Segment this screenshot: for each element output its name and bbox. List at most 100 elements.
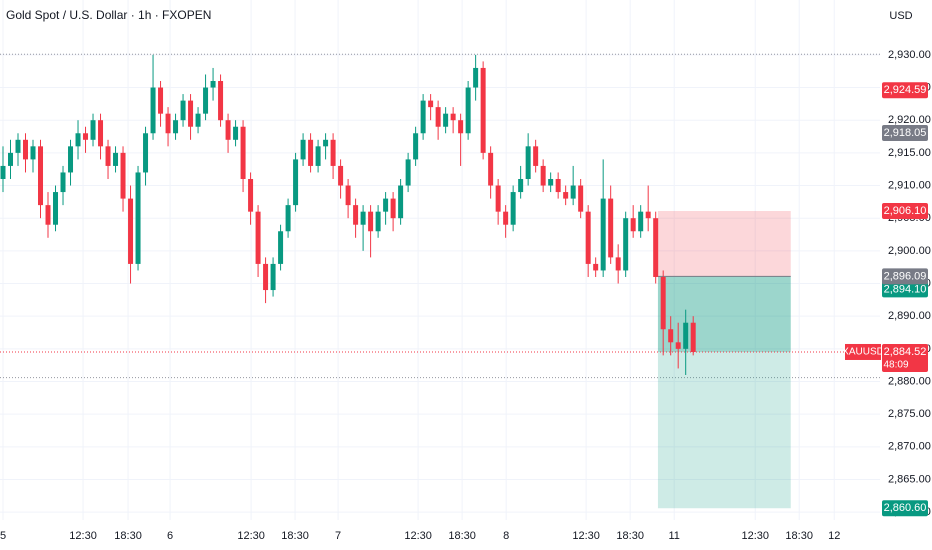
price-label: 2,924.59 <box>884 84 927 96</box>
candle-body <box>585 211 591 264</box>
candle-body <box>555 178 561 193</box>
x-tick-label: 18:30 <box>448 530 476 542</box>
x-tick-label: 12:30 <box>572 530 600 542</box>
candle-body <box>113 152 119 166</box>
y-tick-label: 2,900.00 <box>888 245 931 257</box>
candle-body <box>263 263 269 291</box>
candle-body <box>413 133 419 160</box>
candle-body <box>518 178 524 193</box>
candle-body <box>398 185 404 219</box>
y-tick-label: 2,870.00 <box>888 441 931 453</box>
candle-body <box>38 146 44 206</box>
candle-body <box>533 146 539 166</box>
candle-body <box>315 146 321 166</box>
candle-body <box>435 107 441 127</box>
candle-body <box>623 218 629 271</box>
candle-body <box>540 165 546 186</box>
x-tick-label: 18:30 <box>616 530 644 542</box>
candle-body <box>180 100 186 121</box>
candle-body <box>128 198 134 264</box>
candle-body <box>188 100 194 127</box>
y-tick-label: 2,890.00 <box>888 310 931 322</box>
y-tick-label: 2,865.00 <box>888 473 931 485</box>
y-tick-label: 2,915.00 <box>888 147 931 159</box>
x-tick-label: 12:30 <box>741 530 769 542</box>
candle-body <box>218 81 224 121</box>
x-tick-label: 18:30 <box>114 530 142 542</box>
candle-body <box>690 322 696 352</box>
candle-body <box>60 172 66 193</box>
candle-body <box>465 87 471 134</box>
symbol-label: XAUUSD <box>842 347 884 358</box>
candle-body <box>668 329 674 343</box>
y-tick-label: 2,875.00 <box>888 408 931 420</box>
candle-body <box>450 113 456 121</box>
candle-body <box>638 211 644 232</box>
x-tick-label: 18:30 <box>281 530 309 542</box>
price-label-box <box>882 500 928 517</box>
candle-body <box>510 192 516 225</box>
open-pnl-zone <box>657 276 791 352</box>
candle-body <box>270 263 276 291</box>
candle-body <box>630 218 636 232</box>
candle-body <box>8 152 14 166</box>
candle-body <box>158 87 164 114</box>
candle-body <box>323 139 329 147</box>
candle-body <box>120 152 126 199</box>
candle-body <box>255 211 261 264</box>
candle-body <box>293 159 299 206</box>
candle-body <box>210 81 216 88</box>
y-tick-label: 2,880.00 <box>888 375 931 387</box>
last-price-box <box>882 343 928 372</box>
x-tick-label: 6 <box>167 530 173 542</box>
x-tick-label: 12:30 <box>237 530 265 542</box>
candle-body <box>503 211 509 225</box>
price-label: 2,860.60 <box>884 502 927 514</box>
candle-body <box>173 120 179 134</box>
candle-body <box>428 100 434 108</box>
y-tick-label: 2,910.00 <box>888 179 931 191</box>
candle-body <box>308 139 314 166</box>
candle-body <box>660 276 666 330</box>
candle-body <box>578 185 584 212</box>
price-label-box <box>882 203 928 220</box>
price-label: 2,906.10 <box>884 205 927 217</box>
candle-body <box>225 120 231 140</box>
currency: USD <box>889 10 912 22</box>
symbol-box <box>845 343 881 360</box>
candle-body <box>105 146 111 166</box>
x-tick-label: 8 <box>503 530 509 542</box>
chart-title: Gold Spot / U.S. Dollar · 1h · FXOPEN <box>6 8 211 22</box>
price-label-box <box>882 281 928 298</box>
candle-body <box>608 198 614 258</box>
candle-body <box>525 146 531 179</box>
candle-body <box>15 139 21 153</box>
candle-body <box>600 198 606 271</box>
last-price-label: 2,884.52 <box>884 346 927 358</box>
candle-body <box>488 152 494 186</box>
candle-body <box>165 113 171 134</box>
candle-body <box>353 205 359 225</box>
price-label: 2,918.05 <box>884 127 927 139</box>
candle-body <box>615 257 621 271</box>
candle-body <box>300 139 306 160</box>
candle-body <box>345 185 351 206</box>
x-tick-label: 18:30 <box>785 530 813 542</box>
candle-body <box>593 263 599 271</box>
countdown: 48:09 <box>883 360 908 371</box>
candle-body <box>443 113 449 127</box>
candle-body <box>68 146 74 173</box>
stop-zone <box>657 211 791 277</box>
candle-body <box>458 120 464 134</box>
candle-body <box>53 192 59 225</box>
candle-body <box>390 198 396 219</box>
candle-body <box>195 113 201 127</box>
price-label: 2,894.10 <box>884 283 927 295</box>
candle-body <box>0 165 6 179</box>
candle-body <box>278 231 284 264</box>
candle-body <box>473 67 479 88</box>
candle-body <box>248 178 254 212</box>
candle-body <box>653 218 659 277</box>
